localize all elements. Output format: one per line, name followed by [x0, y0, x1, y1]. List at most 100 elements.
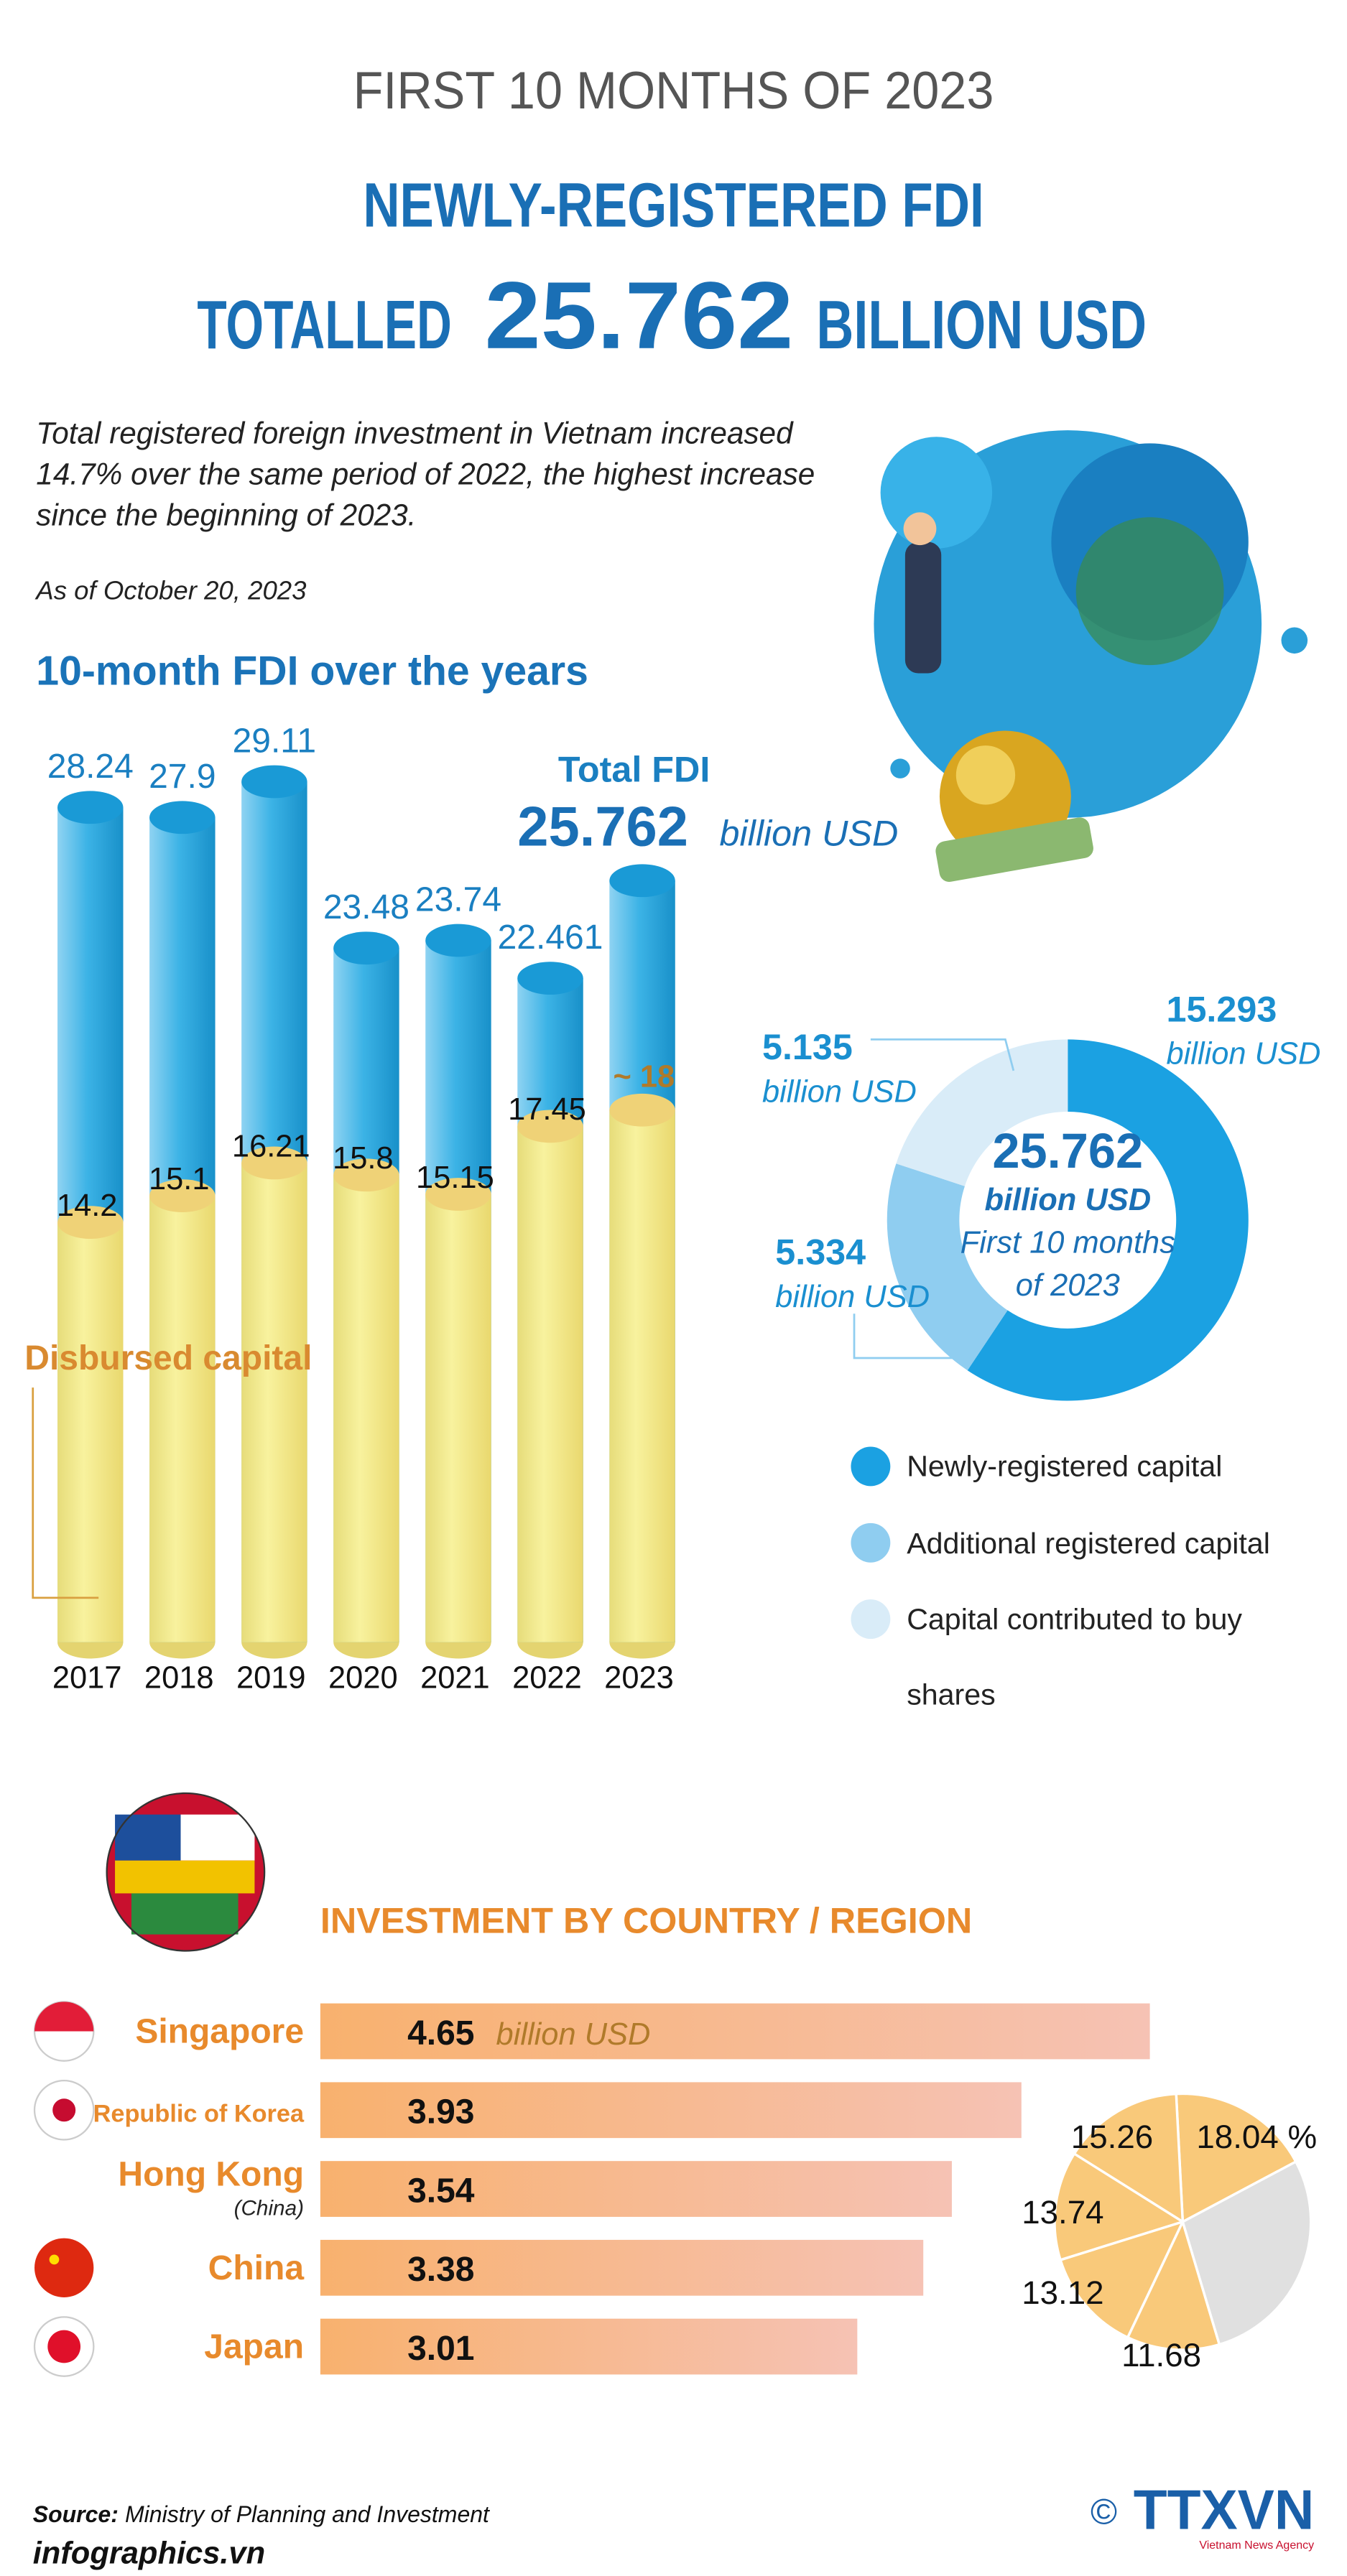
- total-top: [425, 924, 491, 957]
- disbursed-bar: [241, 1163, 307, 1642]
- bar-value: 3.54: [407, 2172, 475, 2210]
- donut-slice: [887, 1163, 1008, 1371]
- disbursed-label: 17.45: [508, 1092, 586, 1127]
- total-top: [57, 791, 124, 824]
- total-label: 27.9: [149, 758, 216, 796]
- annotation-unit: billion USD: [720, 813, 899, 854]
- chart-title: 10-month FDI over the years: [36, 648, 588, 694]
- donut-unit: billion USD: [775, 1280, 930, 1314]
- pie-label: 13.74: [1022, 2194, 1103, 2231]
- kicker: FIRST 10 MONTHS OF 2023: [353, 61, 994, 120]
- pie-label: 13.12: [1022, 2274, 1103, 2311]
- disbursed-bar: [425, 1194, 491, 1642]
- total-top: [609, 864, 675, 898]
- legend-item: Capital contributed to buy shares: [907, 1602, 1242, 1711]
- disbursed-bar: [149, 1196, 216, 1642]
- donut-slice: [967, 1039, 1249, 1401]
- pie-label: 18.04 %: [1196, 2119, 1317, 2155]
- category-label: China: [208, 2249, 305, 2287]
- disbursed-bar: [609, 1110, 675, 1642]
- donut-note: First 10 months: [961, 1226, 1175, 1260]
- title-amount: 25.762: [485, 263, 794, 369]
- disbursed-top: [149, 1179, 216, 1212]
- legend-bracket: [32, 1387, 99, 1599]
- donut-unit: billion USD: [1166, 1037, 1320, 1071]
- bar-value: 4.65: [407, 2014, 474, 2052]
- agency-name: Vietnam News Agency: [1199, 2539, 1314, 2552]
- donut-value: 15.293: [1166, 988, 1277, 1029]
- bar: [320, 2003, 1150, 2060]
- flags: [33, 2001, 95, 2377]
- bar: [320, 2161, 952, 2217]
- legend-label: Capital contributed to buy shares: [907, 1602, 1242, 1711]
- pie-slice: [1126, 2218, 1221, 2351]
- bar-value: 3.93: [407, 2093, 474, 2131]
- chart-title: INVESTMENT BY COUNTRY / REGION: [320, 1900, 972, 1940]
- total-label: 28.24: [47, 748, 134, 786]
- legend-total: Total FDI: [558, 748, 710, 789]
- total-top: [333, 931, 399, 965]
- disbursed-top: [241, 1146, 307, 1180]
- donut-unit: billion USD: [762, 1074, 917, 1109]
- pie-label: 11.68: [1121, 2337, 1201, 2373]
- copyright: ©: [1091, 2491, 1117, 2531]
- legend-disbursed: Disbursed capital: [24, 1339, 312, 1377]
- date: As of October 20, 2023: [34, 576, 307, 605]
- bar-value: 3.38: [407, 2251, 474, 2289]
- source-label: Source:: [33, 2501, 119, 2527]
- category-label: Japan: [204, 2328, 304, 2366]
- x-tick-label: 2020: [328, 1661, 398, 1696]
- x-tick-label: 2019: [236, 1661, 306, 1696]
- donut-value: 5.135: [762, 1026, 853, 1067]
- disbursed-label: ~ 18: [613, 1060, 675, 1094]
- donut-slice: [896, 1039, 1068, 1186]
- category-label: Republic of Korea: [93, 2100, 305, 2127]
- disbursed-top: [425, 1178, 491, 1211]
- x-tick-label: 2022: [512, 1661, 582, 1696]
- total-label: 29.11: [233, 722, 317, 760]
- total-top: [149, 801, 216, 834]
- x-tick-label: 2021: [420, 1661, 490, 1696]
- pie-slice: [1053, 2152, 1186, 2262]
- agency: TTXVN: [1134, 2479, 1315, 2541]
- donut-note: of 2023: [1016, 1268, 1120, 1303]
- pie-slice: [1058, 2219, 1185, 2340]
- pie-slice: [1072, 2092, 1185, 2224]
- legend-label: Additional registered capital: [907, 1526, 1270, 1560]
- disbursed-bar: [333, 1175, 399, 1642]
- total-top: [241, 765, 307, 799]
- x-tick-label: 2018: [144, 1661, 214, 1696]
- category-label: Singapore: [135, 2013, 304, 2051]
- legend-swatch: [851, 1522, 891, 1563]
- bar: [320, 2082, 1022, 2139]
- disbursed-top: [609, 1093, 675, 1127]
- title-prefix: TOTALLED: [197, 287, 451, 363]
- donut-total-unit: billion USD: [984, 1183, 1151, 1217]
- total-label: 23.74: [415, 880, 501, 919]
- disbursed-label: 14.2: [57, 1189, 118, 1223]
- category-label: Hong Kong: [118, 2155, 304, 2193]
- title: NEWLY-REGISTERED FDI: [363, 171, 983, 241]
- bar-value: 3.01: [407, 2330, 474, 2368]
- source-text: Ministry of Planning and Investment: [125, 2501, 490, 2527]
- legend-swatch: [851, 1599, 891, 1640]
- bar-unit: billion USD: [496, 2017, 651, 2052]
- pie-label: 15.26: [1071, 2119, 1153, 2155]
- leader: [870, 1038, 1015, 1071]
- bar: [320, 2318, 858, 2375]
- total-top: [517, 962, 583, 995]
- disbursed-label: 15.8: [333, 1141, 394, 1176]
- leader: [853, 1313, 970, 1359]
- disbursed-label: 15.1: [149, 1162, 210, 1196]
- disbursed-label: 15.15: [416, 1161, 494, 1195]
- donut-value: 5.334: [775, 1232, 866, 1273]
- disbursed-top: [517, 1110, 583, 1143]
- legend-label: Newly-registered capital: [907, 1450, 1223, 1483]
- source: Source: Ministry of Planning and Investme…: [33, 2501, 490, 2527]
- pie-slice: [1175, 2092, 1298, 2224]
- title-unit: BILLION USD: [816, 287, 1147, 363]
- donut-total: 25.762: [992, 1123, 1143, 1178]
- bar: [320, 2239, 924, 2296]
- disbursed-bar: [57, 1222, 124, 1642]
